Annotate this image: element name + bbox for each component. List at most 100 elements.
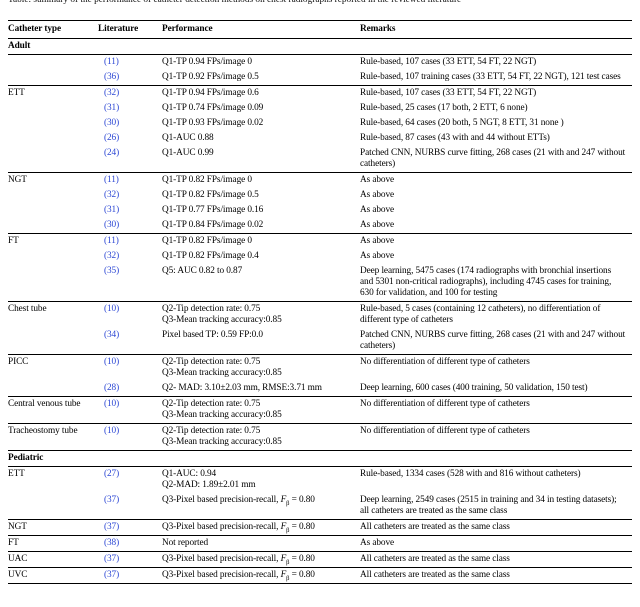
table-row: (30) Q1-TP 0.93 FPs/image 0.02 Rule-based,… [8,116,632,131]
literature-citation-link[interactable]: (27) [104,469,120,479]
remarks-cell: As above [360,251,395,261]
table-row: Chest tube (10) Q2-Tip detection rate: 0.7… [8,301,632,355]
literature-citation-link[interactable]: (32) [104,190,120,200]
performance-cell: Pixel based TP: 0.59 FP:0.0 [162,328,360,355]
literature-citation-link[interactable]: (37) [104,522,120,532]
performance-cell: Q2-Tip detection rate: 0.75 Q3-Mean track… [162,354,360,381]
remarks-cell: Patched CNN, NURBS curve fitting, 268 ca… [360,330,626,351]
literature-citation-link[interactable]: (26) [104,133,120,143]
literature-citation-link[interactable]: (11) [104,57,119,67]
performance-line: Q2-MAD: 1.89±2.01 mm [162,480,256,490]
literature-cell: (11) [98,54,162,70]
performance-line: Q2-Tip detection rate: 0.75 [162,426,261,436]
literature-citation-link[interactable]: (32) [104,88,120,98]
remarks-cell: Rule-based, 1334 cases (528 with and 816… [360,466,632,493]
literature-citation-link[interactable]: (37) [104,495,120,505]
literature-citation-link[interactable]: (30) [104,220,120,230]
performance-cell: Q1-TP 0.94 FPs/image 0 [162,54,360,70]
literature-cell: (37) [98,519,162,536]
section-title: Pediatric [8,450,632,467]
literature-citation-link[interactable]: (34) [104,330,120,340]
literature-cell: (31) [98,101,162,116]
literature-cell: (37) [98,493,162,520]
performance-line: Pixel based TP: 0.59 FP:0.0 [162,330,263,340]
performance-cell: Q1-TP 0.82 FPs/image 0 [162,233,360,249]
performance-line: Q1-TP 0.82 FPs/image 0.5 [162,190,259,200]
literature-cell: (11) [98,233,162,249]
performance-line: Q3-Pixel based precision-recall, Fβ = 0.… [162,554,315,566]
table-row: (24) Q1-AUC 0.99 Patched CNN, NURBS curve … [8,146,632,173]
literature-cell: (10) [98,301,162,328]
literature-cell: (32) [98,249,162,264]
performance-line: Q2-Tip detection rate: 0.75 [162,399,261,409]
catheter-type-cell: FT [8,233,98,302]
remarks-cell: As above [360,233,632,249]
literature-citation-link[interactable]: (11) [104,175,119,185]
literature-cell: (27) [98,466,162,493]
catheter-type-cell: PICC [8,354,98,397]
performance-line: Q3-Pixel based precision-recall, Fβ = 0.… [162,522,315,534]
performance-cell: Q1-TP 0.93 FPs/image 0.02 [162,116,360,131]
catheter-type-cell: Chest tube [8,301,98,355]
remarks-cell: No differentiation of different type of … [360,354,632,381]
remarks-cell: Rule-based, 5 cases (containing 12 cathe… [360,301,632,328]
performance-line: Q2- MAD: 3.10±2.03 mm, RMSE:3.71 mm [162,383,322,393]
literature-citation-link[interactable]: (10) [104,426,120,436]
performance-cell: Q3-Pixel based precision-recall, Fβ = 0.… [162,493,360,520]
literature-citation-link[interactable]: (30) [104,118,120,128]
literature-citation-link[interactable]: (10) [104,357,120,367]
performance-cell: Q1-TP 0.77 FPs/image 0.16 [162,203,360,218]
performance-line: Q1-TP 0.92 FPs/image 0.5 [162,72,259,82]
performance-cell: Q1-AUC: 0.94 Q2-MAD: 1.89±2.01 mm [162,466,360,493]
table-row: (30) Q1-TP 0.84 FPs/image 0.02 As above [8,218,632,234]
remarks-cell: As above [360,535,632,552]
literature-citation-link[interactable]: (37) [104,570,120,580]
literature-citation-link[interactable]: (32) [104,251,120,261]
literature-citation-link[interactable]: (10) [104,304,120,314]
literature-cell: (32) [98,188,162,203]
performance-cell: Q1-TP 0.74 FPs/image 0.09 [162,101,360,116]
literature-cell: (36) [98,70,162,86]
literature-cell: (37) [98,551,162,568]
performance-line: Q3-Pixel based precision-recall, Fβ = 0.… [162,495,315,507]
catheter-type-cell [8,54,98,86]
performance-line: Q1-TP 0.93 FPs/image 0.02 [162,118,264,128]
literature-citation-link[interactable]: (31) [104,205,120,215]
section-header-adult: Adult [8,38,632,55]
table-row: ETT (32) Q1-TP 0.94 FPs/image 0.6 Rule-base… [8,85,632,173]
literature-citation-link[interactable]: (11) [104,236,119,246]
performance-line: Q5: AUC 0.82 to 0.87 [162,266,243,276]
literature-citation-link[interactable]: (24) [104,148,120,158]
section-header-pediatric: Pediatric [8,450,632,467]
literature-cell: (35) [98,264,162,302]
table-row: NGT (37) Q3-Pixel based precision-recall, … [8,519,632,536]
literature-cell: (37) [98,567,162,584]
literature-cell: (30) [98,218,162,234]
literature-citation-link[interactable]: (38) [104,538,120,548]
table-row: (32) Q1-TP 0.82 FPs/image 0.4 As above [8,249,632,264]
literature-cell: (10) [98,423,162,451]
literature-citation-link[interactable]: (31) [104,103,120,113]
literature-citation-link[interactable]: (36) [104,72,120,82]
literature-cell: (10) [98,396,162,424]
performance-line: Q1-TP 0.74 FPs/image 0.09 [162,103,264,113]
performance-line: Q1-AUC 0.99 [162,148,214,158]
literature-citation-link[interactable]: (35) [104,266,120,276]
literature-cell: (24) [98,146,162,173]
remarks-cell: As above [360,220,395,230]
remarks-cell: As above [360,205,395,215]
table-row: (37) Q3-Pixel based precision-recall, Fβ … [8,493,632,520]
literature-citation-link[interactable]: (10) [104,399,120,409]
performance-line: Q1-AUC 0.88 [162,133,214,143]
performance-cell: Q1-TP 0.84 FPs/image 0.02 [162,218,360,234]
literature-citation-link[interactable]: (28) [104,383,120,393]
literature-cell: (11) [98,172,162,188]
performance-line: Q3-Pixel based precision-recall, Fβ = 0.… [162,570,315,582]
performance-cell: Q1-AUC 0.99 [162,146,360,173]
remarks-cell: Deep learning, 600 cases (400 training, … [360,383,588,393]
remarks-cell: Rule-based, 107 cases (33 ETT, 54 FT, 22… [360,54,632,70]
col-header-literature: Literature [98,20,162,39]
literature-citation-link[interactable]: (37) [104,554,120,564]
catheter-type-cell: Central venous tube [8,396,98,424]
